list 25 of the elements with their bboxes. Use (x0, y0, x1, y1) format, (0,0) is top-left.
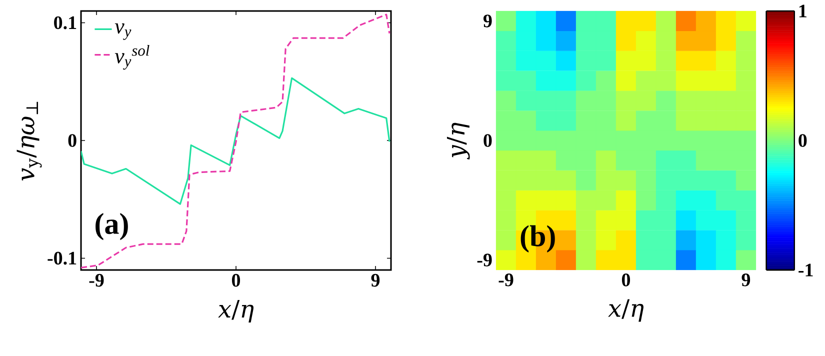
x-tick-label: -9 (498, 274, 514, 286)
y-tick-label: -9 (477, 254, 492, 266)
legend-label: v$_{y}$sol (114, 44, 150, 70)
color-bar-label: 1 (799, 4, 806, 18)
line-series (81, 77, 390, 205)
x-tick-label: 0 (232, 274, 240, 287)
legend-label: v$_{y}$ (114, 23, 132, 40)
x-tick-label: 0 (622, 274, 630, 286)
annotation: (b) (520, 225, 555, 252)
line-series (81, 14, 390, 268)
y-tick-label: -0.1 (48, 252, 76, 265)
annotation: (a) (96, 212, 128, 240)
y-tick-label: 0.1 (54, 16, 76, 30)
x-axis-title: x/η (218, 300, 254, 322)
x-axis-title: x/η (608, 299, 644, 322)
y-tick-label: 0 (68, 134, 76, 147)
y-tick-label: 9 (483, 14, 492, 28)
x-tick-label: 9 (742, 274, 750, 286)
y-axis-title: v$_{y}$/ηω$_{⊥}$ (16, 102, 42, 181)
color-bar-label: -1 (798, 264, 813, 276)
y-tick-label: 0 (484, 134, 492, 147)
y-axis-title: y/η (446, 122, 470, 160)
x-tick-label: -9 (89, 274, 104, 287)
x-tick-label: 9 (371, 274, 380, 287)
color-bar-label: 0 (798, 134, 807, 147)
